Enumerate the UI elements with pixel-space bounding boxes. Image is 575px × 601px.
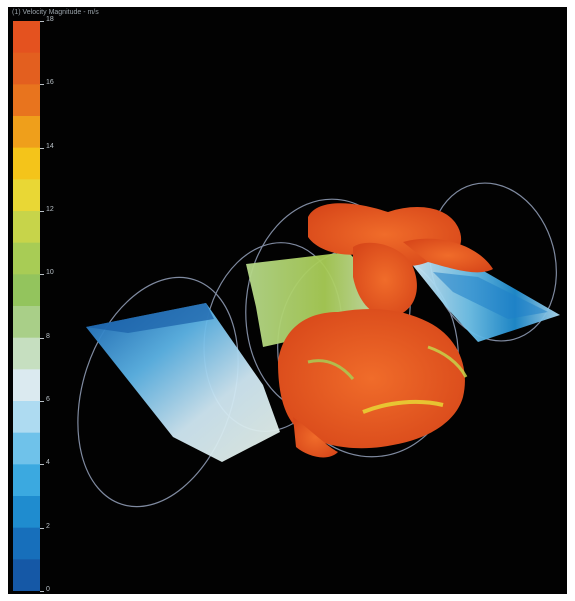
colorbar-tick-label: 0: [46, 586, 50, 593]
colorbar-tick-mark: [40, 464, 44, 466]
colorbar-swatch: [13, 432, 40, 465]
velocity-isosurface: [278, 203, 493, 458]
colorbar-swatch: [13, 369, 40, 402]
colorbar-swatch: [13, 464, 40, 497]
colorbar-swatch: [13, 21, 40, 54]
colorbar-swatch: [13, 527, 40, 560]
colorbar-tick-label: 18: [46, 16, 54, 23]
colorbar-tick-label: 2: [46, 522, 50, 530]
colorbar-tick-mark: [40, 21, 44, 22]
colorbar-tick-mark: [40, 211, 44, 212]
colorbar-swatch: [13, 242, 40, 275]
colorbar-tick-mark: [40, 401, 44, 402]
colorbar-tick-mark: [40, 527, 44, 529]
colorbar-tick-label: 14: [46, 142, 54, 150]
figure-title: (1) Velocity Magnitude - m/s: [12, 9, 99, 16]
colorbar-swatch: [13, 337, 40, 370]
inlet-blade-surface: [86, 303, 280, 462]
visualization-frame: (1) Velocity Magnitude - m/s 18 16 14 12 10 8…: [8, 7, 567, 594]
outlet-blade-stripe: [433, 272, 548, 319]
colorbar-tick-label: 4: [46, 459, 50, 467]
colorbar-tick-label: 12: [46, 206, 54, 213]
colorbar-swatch: [13, 211, 40, 244]
colorbar-swatch: [13, 179, 40, 212]
turbine-velocity-render: [77, 182, 560, 508]
colorbar-swatch: [13, 116, 40, 149]
colorbar-tick-label: 6: [46, 396, 50, 403]
colorbar-swatch: [13, 52, 40, 85]
colorbar-swatch: [13, 496, 40, 529]
colorbar-swatch: [13, 84, 40, 117]
velocity-colorbar: [13, 21, 40, 591]
colorbar-tick-label: 16: [46, 79, 54, 87]
colorbar-tick-mark: [40, 84, 44, 86]
colorbar-swatch: [13, 274, 40, 307]
colorbar-tick-label: 8: [46, 332, 50, 340]
colorbar-tick-mark: [40, 147, 44, 149]
colorbar-swatch: [13, 147, 40, 180]
colorbar-tick-mark: [40, 591, 44, 592]
colorbar-swatch: [13, 401, 40, 434]
colorbar-tick-label: 10: [46, 269, 54, 277]
colorbar-swatch: [13, 306, 40, 339]
colorbar-swatch: [13, 559, 40, 591]
isosurface-accent-bands: [307, 345, 468, 414]
colorbar-tick-mark: [40, 274, 44, 276]
inlet-blade-dark-edge: [86, 303, 214, 333]
colorbar-tick-mark: [40, 337, 44, 339]
